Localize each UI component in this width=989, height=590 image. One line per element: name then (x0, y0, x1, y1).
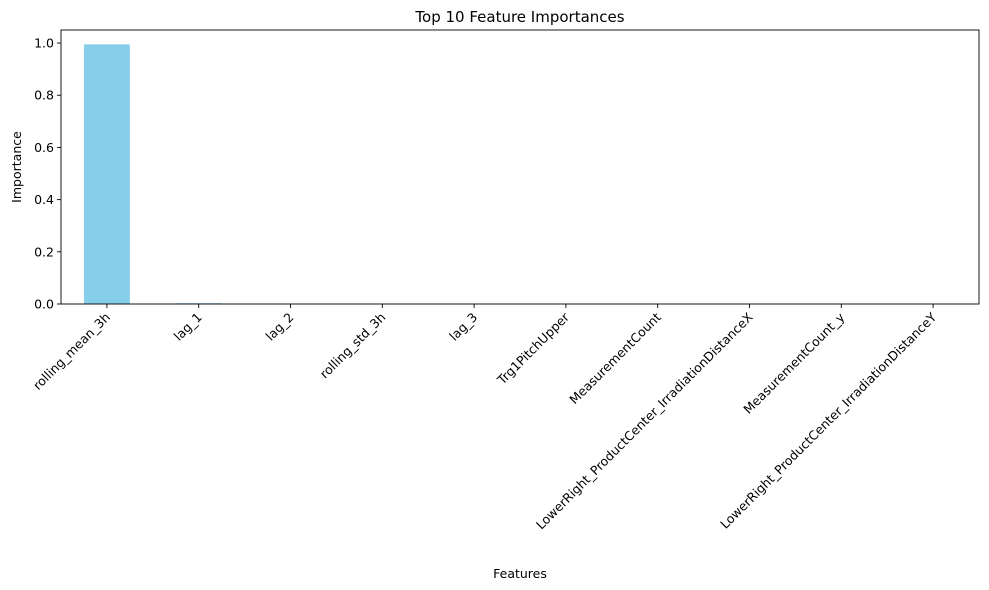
y-tick-label: 0.2 (34, 244, 54, 259)
y-axis-title: Importance (9, 131, 24, 203)
bar-rolling_mean_3h (83, 44, 130, 304)
y-tick-label: 0.8 (34, 88, 54, 103)
x-tick-label: lag_2 (262, 310, 296, 344)
y-tick-label: 0.6 (34, 140, 54, 155)
y-axis: 0.0 0.2 0.4 0.6 0.8 1.0 (34, 36, 61, 312)
plot-frame (60, 29, 980, 305)
x-tick-label: MeasurementCount (566, 309, 664, 407)
chart-title: Top 10 Feature Importances (414, 8, 624, 26)
x-tick-label: Trg1PitchUpper (494, 309, 573, 388)
bars-group (83, 44, 957, 304)
x-tick-label: MeasurementCount_y (740, 309, 848, 417)
x-tick-label: rolling_mean_3h (30, 310, 113, 393)
y-tick-label: 0.0 (34, 297, 54, 312)
x-axis-title: Features (493, 566, 547, 581)
x-tick-label: lag_3 (446, 310, 480, 344)
y-tick-label: 0.4 (34, 192, 54, 207)
x-tick-label: rolling_std_3h (317, 310, 389, 382)
x-axis: rolling_mean_3h lag_1 lag_2 rolling_std_3h l… (30, 304, 939, 532)
y-tick-label: 1.0 (34, 36, 54, 51)
x-tick-label: LowerRight_ProductCenter_IrradiationDist… (533, 309, 756, 532)
x-tick-label: LowerRight_ProductCenter_IrradiationDist… (717, 309, 939, 531)
x-tick-label: lag_1 (171, 310, 205, 344)
